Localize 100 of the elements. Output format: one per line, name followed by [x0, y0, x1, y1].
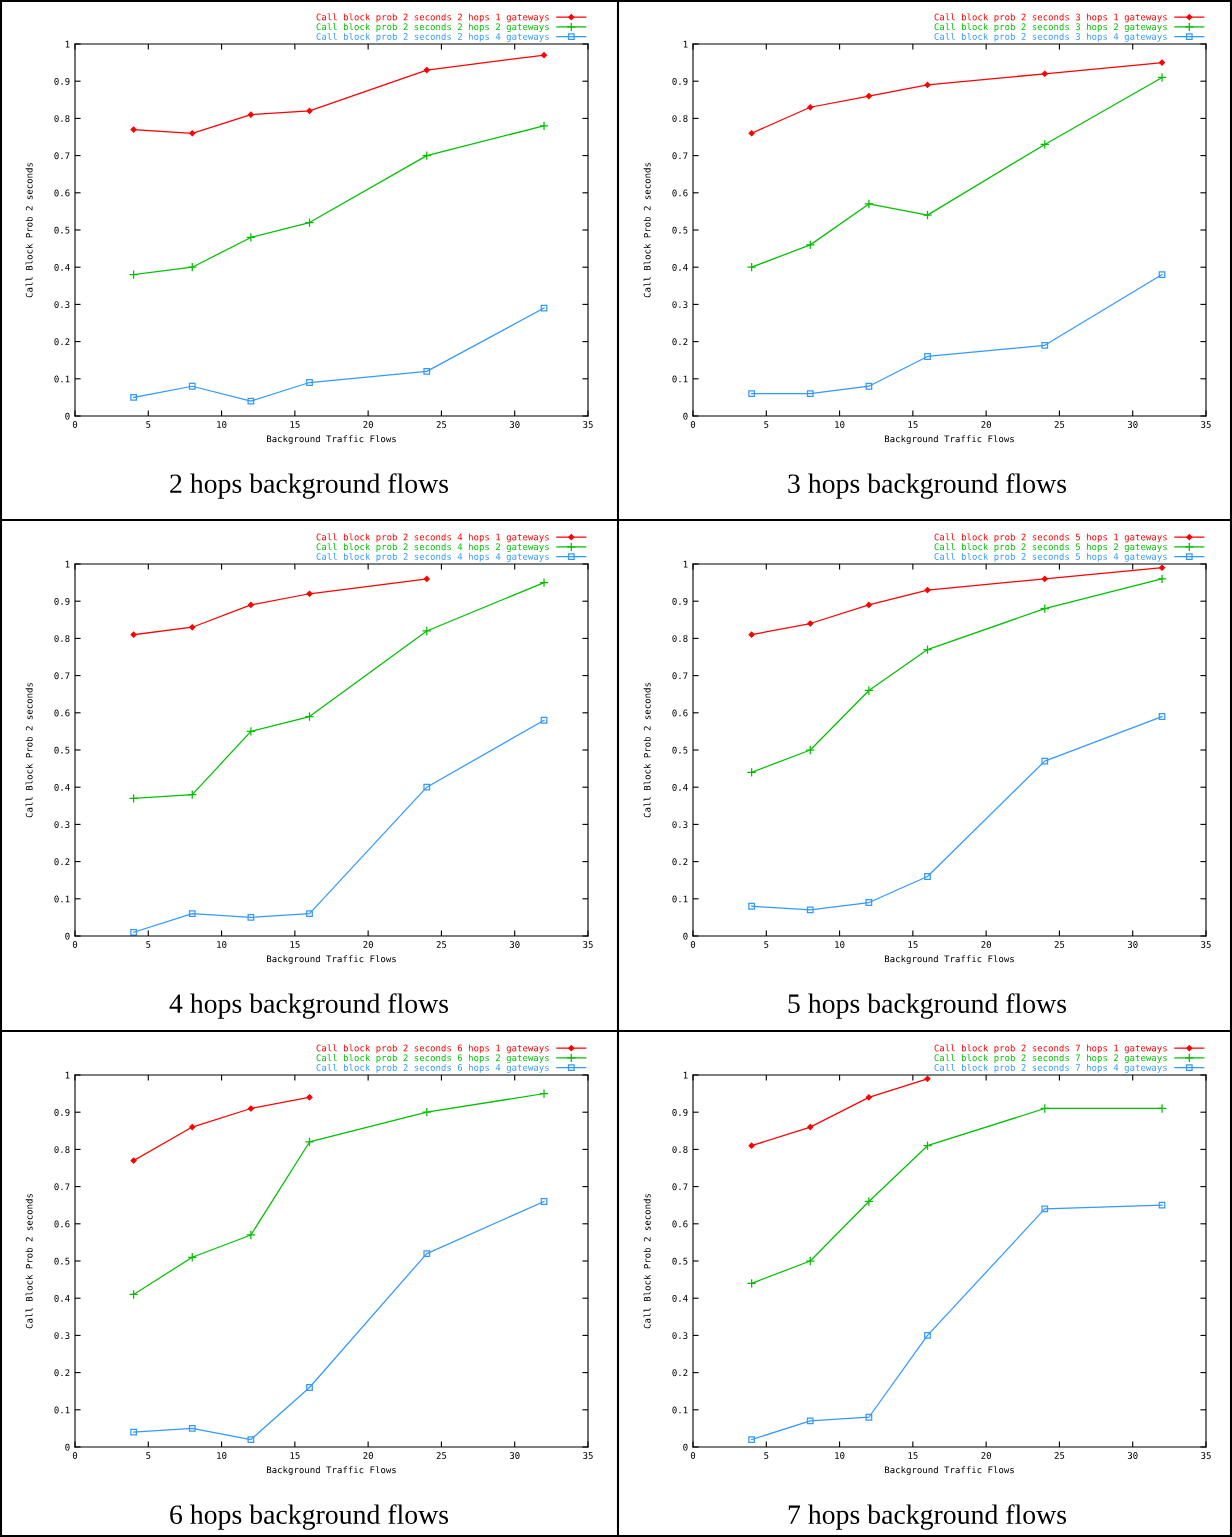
point: [924, 873, 931, 880]
y-tick-label: 0.5: [54, 746, 70, 754]
text: 2 hops background flows: [170, 473, 449, 499]
point: [130, 928, 138, 936]
x-tick-label: 5: [146, 421, 151, 428]
legend-label: Call block prob 2 seconds 2 hops 2 gateways: [316, 23, 549, 32]
y-tick-label: 0.9: [54, 597, 70, 605]
x-axis-title: Background Traffic Flows: [267, 435, 396, 445]
point: [539, 1088, 549, 1099]
text: 7 hops background flows: [788, 1504, 1067, 1530]
point: [306, 379, 313, 386]
x-tick-label: 5: [764, 1452, 769, 1459]
point: [246, 726, 256, 737]
y-tick-label: 0.6: [672, 1220, 688, 1228]
line-series: [748, 713, 1166, 914]
y-tick-label: 0: [65, 412, 70, 420]
y-tick-label: 0.5: [54, 1257, 70, 1265]
x-tick-label: 10: [217, 1452, 227, 1459]
point: [806, 390, 814, 398]
y-tick-label: 0.9: [672, 77, 688, 85]
y-tick-label: 0.6: [54, 709, 70, 717]
x-tick-label: 15: [290, 1452, 300, 1459]
x-tick-label: 30: [509, 421, 520, 428]
point: [423, 783, 431, 791]
x-tick-label: 25: [436, 1452, 447, 1459]
y-tick-label: 0.7: [672, 1183, 688, 1191]
y-tick-label: 0.9: [672, 1108, 688, 1116]
x-tick-label: 30: [1127, 1452, 1138, 1459]
point: [306, 1094, 313, 1101]
y-tick-label: 0.4: [672, 263, 688, 271]
point: [865, 601, 872, 608]
point: [865, 1094, 872, 1101]
point: [423, 1250, 431, 1257]
y-tick-label: 0.5: [54, 226, 70, 234]
y-tick-label: 0.6: [672, 189, 688, 197]
y-tick-label: 0.4: [672, 1294, 688, 1302]
legend-label: Call block prob 2 seconds 6 hops 4 gateways: [316, 1063, 549, 1073]
x-axis-title: Background Traffic Flows: [885, 1466, 1014, 1476]
x-tick-label: 30: [509, 941, 520, 948]
legend-label: Call block prob 2 seconds 6 hops 2 gateways: [316, 1054, 549, 1063]
y-tick-label: 0: [683, 1443, 688, 1451]
y-tick-label: 0.5: [672, 1257, 688, 1265]
point: [188, 910, 196, 918]
y-tick-label: 0.8: [672, 115, 688, 122]
x-tick-label: 0: [690, 421, 696, 428]
y-tick-label: 0.4: [54, 263, 70, 271]
y-tick-label: 0.2: [672, 338, 688, 346]
point: [189, 130, 196, 137]
legend-label: Call block prob 2 seconds 2 hops 4 gateways: [316, 32, 549, 42]
legend-label: Call block prob 2 seconds 7 hops 4 gateways: [934, 1063, 1167, 1073]
y-tick-label: 1: [683, 560, 688, 568]
point: [189, 1124, 196, 1131]
x-tick-label: 25: [1054, 1452, 1065, 1459]
point: [540, 52, 548, 59]
x-tick-label: 25: [436, 941, 447, 948]
y-axis-title: Call Block Prob 2 seconds: [25, 162, 33, 298]
point: [864, 199, 874, 209]
legend-label: Call block prob 2 seconds 3 hops 1 gateways: [934, 13, 1167, 23]
y-axis-title: Call Block Prob 2 seconds: [643, 162, 651, 298]
x-tick-label: 0: [72, 421, 78, 428]
x-tick-label: 10: [217, 421, 227, 428]
point: [1041, 70, 1048, 77]
legend-label: Call block prob 2 seconds 3 hops 2 gateways: [934, 23, 1167, 32]
x-tick-label: 20: [363, 941, 373, 948]
x-tick-label: 0: [690, 1452, 696, 1459]
point: [924, 1075, 931, 1082]
point: [1158, 1201, 1166, 1209]
text: 6 hops background flows: [170, 1504, 449, 1530]
point: [1158, 564, 1166, 571]
y-tick-label: 1: [65, 1071, 70, 1079]
y-axis-title: Call Block Prob 2 seconds: [643, 682, 651, 818]
line-series: [130, 1198, 548, 1443]
point: [1157, 574, 1167, 584]
point: [540, 716, 548, 724]
text: 3 hops background flows: [788, 473, 1067, 499]
y-tick-label: 0.7: [54, 672, 70, 680]
point: [864, 685, 874, 696]
y-tick-label: 0.1: [672, 375, 688, 383]
y-tick-label: 0.7: [54, 152, 70, 160]
legend-label: Call block prob 2 seconds 6 hops 1 gateways: [316, 1044, 549, 1054]
point: [864, 1196, 874, 1207]
point: [865, 899, 873, 906]
x-tick-label: 20: [981, 1452, 991, 1459]
y-tick-label: 0.9: [54, 1108, 70, 1116]
point: [247, 601, 254, 608]
point: [924, 353, 931, 360]
y-tick-label: 0.3: [54, 821, 70, 828]
y-tick-label: 0.5: [672, 226, 688, 234]
legend-label: Call block prob 2 seconds 7 hops 2 gateways: [934, 1054, 1167, 1063]
y-tick-label: 0.5: [672, 746, 688, 754]
point: [539, 577, 549, 588]
x-tick-label: 20: [981, 941, 991, 948]
point: [805, 745, 816, 755]
x-tick-label: 15: [908, 1452, 918, 1459]
point: [865, 92, 872, 100]
legend-label: Call block prob 2 seconds 2 hops 1 gateways: [316, 13, 549, 23]
x-tick-label: 15: [290, 421, 300, 428]
text: 4 hops background flows: [169, 993, 449, 1019]
x-axis-title: Background Traffic Flows: [885, 435, 1014, 445]
y-tick-label: 0.1: [54, 375, 70, 383]
